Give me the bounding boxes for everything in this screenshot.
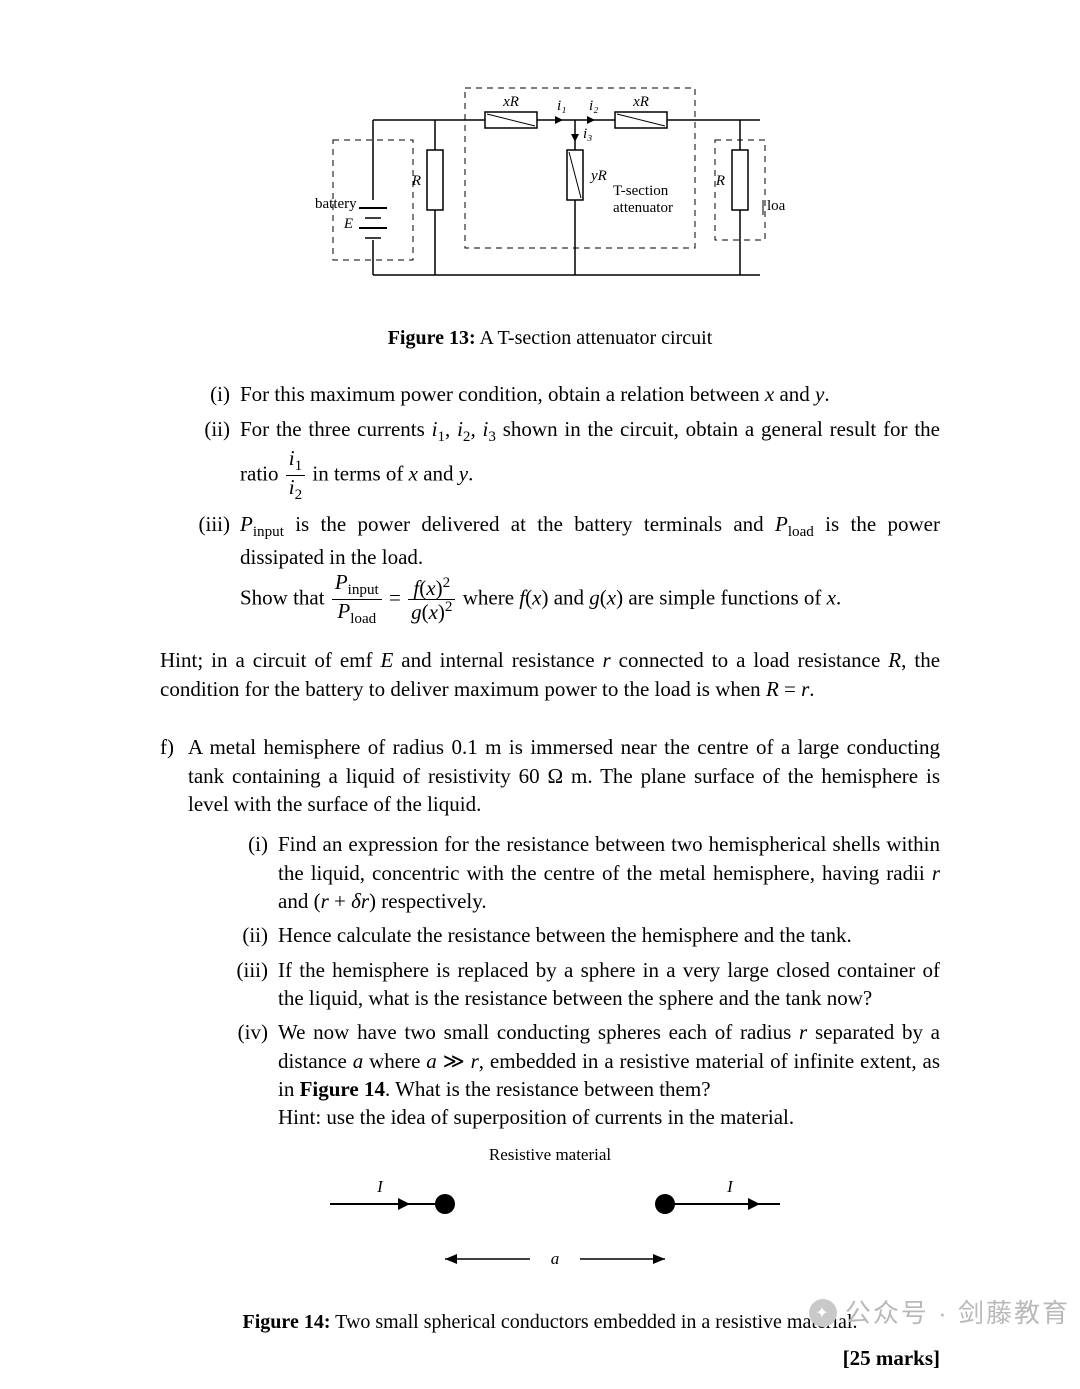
part-f-list: (i) Find an expression for the resistanc… [212,830,940,1131]
fig13-xR2: xR [632,94,649,110]
part-f: f) A metal hemisphere of radius 0.1 m is… [160,733,940,818]
item-f-ii: (ii) Hence calculate the resistance betw… [212,921,940,949]
item-text: For this maximum power condition, obtain… [240,380,940,408]
item-f-i: (i) Find an expression for the resistanc… [212,830,940,915]
fig14-a: a [551,1249,560,1268]
item-number: (ii) [184,415,240,505]
fig13-tsection-1: T-section [613,183,669,199]
fig14-I-left: I [376,1177,384,1196]
item-text: Hence calculate the resistance between t… [278,921,940,949]
figure-13: E battery R xR xR i₁ i₂ yR [160,80,940,307]
fig13-tsection-2: attenuator [613,200,673,216]
figure-14: Resistive material I I a [160,1144,940,1291]
fig13-battery-label: battery [315,196,357,212]
item-number: (iii) [212,956,278,1013]
fig13-R-left: R [411,173,421,189]
item-f-iii: (iii) If the hemisphere is replaced by a… [212,956,940,1013]
watermark-text: 公众号 · 剑藤教育 [845,1296,1070,1331]
fig14-title: Resistive material [489,1145,612,1164]
watermark: ✦ 公众号 · 剑藤教育 [809,1296,1070,1331]
fig13-i2: i₂ [589,98,598,114]
item-number: (i) [212,830,278,915]
fig14-caption-text: Two small spherical conductors embedded … [330,1311,857,1333]
marks: [25 marks] [160,1344,940,1372]
part-f-label: f) [160,733,188,818]
item-e-ii: (ii) For the three currents i1, i2, i3 s… [184,415,940,505]
item-number: (iv) [212,1018,278,1131]
fig13-caption-text: A T-section attenuator circuit [476,327,713,349]
fig13-caption-label: Figure 13: [388,327,476,349]
fig13-load: load [767,198,785,214]
item-number: (ii) [212,921,278,949]
fig13-i3: i₃ [583,126,592,142]
fig14-I-right: I [726,1177,734,1196]
fig13-xR1: xR [502,94,519,110]
item-text: Find an expression for the resistance be… [278,830,940,915]
figure-13-caption: Figure 13: A T-section attenuator circui… [160,325,940,352]
item-number: (iii) [184,510,240,628]
item-number: (i) [184,380,240,408]
fig14-caption-label: Figure 14: [243,1311,331,1333]
item-e-iii: (iii) Pinput is the power delivered at t… [184,510,940,628]
page: E battery R xR xR i₁ i₂ yR [0,0,1080,1389]
fig13-i1: i₁ [557,98,566,114]
fig13-R-right: R [715,173,725,189]
item-text: Pinput is the power delivered at the bat… [240,510,940,628]
item-text: We now have two small conducting spheres… [278,1018,940,1131]
wechat-icon: ✦ [809,1299,837,1327]
item-text: If the hemisphere is replaced by a spher… [278,956,940,1013]
item-e-i: (i) For this maximum power condition, ob… [184,380,940,408]
part-e-list: (i) For this maximum power condition, ob… [184,380,940,628]
part-f-intro: A metal hemisphere of radius 0.1 m is im… [188,733,940,818]
fig13-yR: yR [589,168,607,184]
fig13-E: E [343,216,353,232]
item-f-iv: (iv) We now have two small conducting sp… [212,1018,940,1131]
item-text: For the three currents i1, i2, i3 shown … [240,415,940,505]
part-e-hint: Hint; in a circuit of emf E and internal… [160,646,940,703]
